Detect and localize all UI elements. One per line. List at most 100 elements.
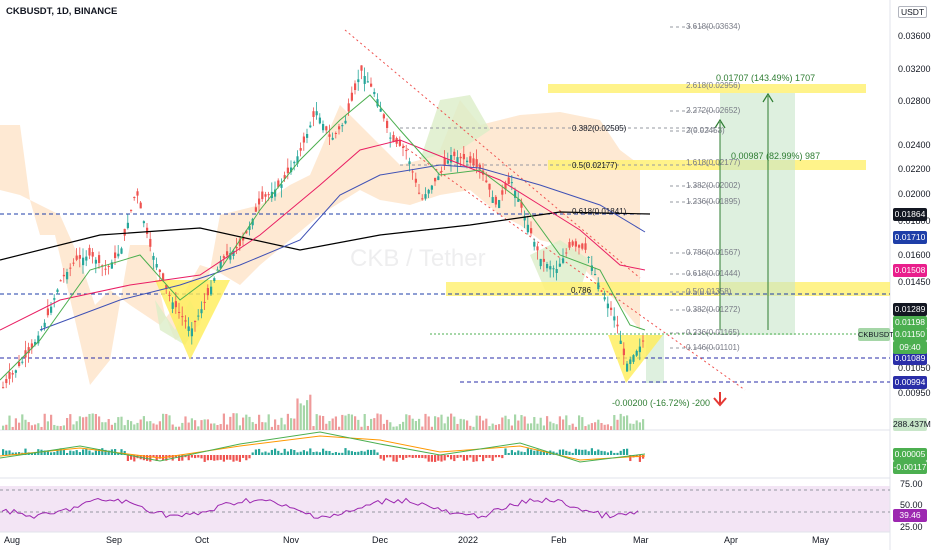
time-tick[interactable]: Sep — [106, 535, 123, 545]
volume-bar — [398, 424, 401, 430]
price-tick[interactable]: 0.02200 — [898, 164, 931, 174]
volume-bar — [501, 417, 504, 430]
candle-body — [149, 238, 152, 247]
volume-bar — [30, 425, 33, 430]
volume-bar — [488, 426, 491, 430]
candle-body — [171, 302, 174, 309]
candle-body — [245, 230, 248, 234]
candle-body — [347, 103, 350, 112]
price-tick[interactable]: 0.02000 — [898, 189, 931, 199]
candle-body — [190, 328, 193, 337]
volume-bar — [85, 416, 88, 430]
macd-bar — [130, 455, 133, 460]
volume-bar — [75, 421, 78, 430]
symbol-tag: CKBUSDT — [858, 328, 894, 341]
pattern-triangle — [608, 335, 663, 383]
price-tick[interactable]: 0.01800 — [898, 216, 931, 226]
volume-bar — [485, 418, 488, 430]
candle-body — [2, 387, 5, 389]
macd-bar — [411, 455, 414, 459]
volume-bar — [306, 400, 309, 430]
time-tick[interactable]: Aug — [4, 535, 21, 545]
currency-label[interactable]: USDT — [898, 6, 928, 18]
volume-bar — [562, 419, 565, 430]
candle-body — [34, 342, 37, 345]
candle-body — [584, 243, 587, 250]
target-arrow-head — [762, 92, 774, 103]
macd-bar — [354, 451, 357, 455]
volume-bar — [238, 425, 241, 430]
macd-bar — [622, 449, 625, 455]
time-tick[interactable]: Mar — [633, 535, 649, 545]
candle-body — [341, 125, 344, 127]
candle-body — [325, 126, 328, 131]
macd-bar — [398, 455, 401, 458]
volume-bar — [536, 423, 539, 430]
candle-body — [165, 284, 168, 288]
time-tick[interactable]: Nov — [283, 535, 300, 545]
macd-bar — [610, 450, 613, 455]
macd-bar — [565, 450, 568, 455]
volume-bar — [469, 425, 472, 430]
candle-body — [616, 324, 619, 327]
macd-bar — [254, 449, 257, 455]
fib-label: 1.236(0.01895) — [686, 197, 741, 206]
time-tick[interactable]: Apr — [724, 535, 739, 545]
candle-body — [334, 133, 337, 135]
volume-bar — [248, 416, 251, 430]
macd-bar — [280, 452, 283, 455]
candle-body — [229, 253, 232, 260]
macd-bar — [510, 450, 513, 455]
volume-bar — [446, 416, 449, 430]
volume-bar — [312, 426, 315, 430]
volume-bar — [37, 423, 40, 430]
macd-bar — [286, 451, 289, 455]
volume-bar — [24, 419, 27, 430]
time-tick[interactable]: May — [812, 535, 830, 545]
time-tick[interactable]: Oct — [195, 535, 210, 545]
price-tick[interactable]: 0.02400 — [898, 140, 931, 150]
volume-bar — [34, 424, 37, 430]
price-tick[interactable]: 0.01450 — [898, 277, 931, 287]
macd-bar — [302, 450, 305, 455]
macd-bar — [475, 455, 478, 462]
macd-bar — [158, 455, 161, 459]
candle-body — [606, 303, 609, 309]
macd-bar — [571, 452, 574, 455]
time-tick[interactable]: Feb — [551, 535, 567, 545]
macd-bar — [222, 455, 225, 462]
candle-body — [418, 192, 421, 194]
volume-bar — [328, 421, 331, 430]
price-tick[interactable]: 0.03600 — [898, 31, 931, 41]
candle-body — [296, 156, 299, 164]
candle-body — [475, 159, 478, 168]
volume-bar — [331, 418, 334, 430]
price-tick[interactable]: 0.00950 — [898, 388, 931, 398]
candle-body — [443, 157, 446, 166]
volume-bar — [638, 422, 641, 430]
volume-bar — [482, 420, 485, 430]
candle-body — [344, 120, 347, 124]
price-tick[interactable]: 0.01050 — [898, 363, 931, 373]
macd-bar — [466, 455, 469, 461]
macd-bar — [504, 448, 507, 455]
volume-bar — [130, 421, 133, 430]
price-tick[interactable]: 0.01600 — [898, 250, 931, 260]
macd-bar — [62, 449, 65, 455]
candle-body — [43, 322, 46, 328]
ema-long-line — [39, 164, 646, 331]
volume-bar — [203, 419, 206, 430]
macd-bar — [107, 450, 110, 455]
volume-bar — [254, 423, 257, 430]
volume-bar — [453, 416, 456, 430]
volume-bar — [344, 415, 347, 430]
time-tick[interactable]: Dec — [372, 535, 389, 545]
time-tick[interactable]: 2022 — [458, 535, 479, 545]
macd-bar — [414, 455, 417, 458]
candle-body — [574, 241, 577, 247]
candle-body — [507, 177, 510, 184]
price-tick[interactable]: 0.03200 — [898, 64, 931, 74]
volume-bar — [466, 420, 469, 430]
price-tick[interactable]: 0.02800 — [898, 96, 931, 106]
